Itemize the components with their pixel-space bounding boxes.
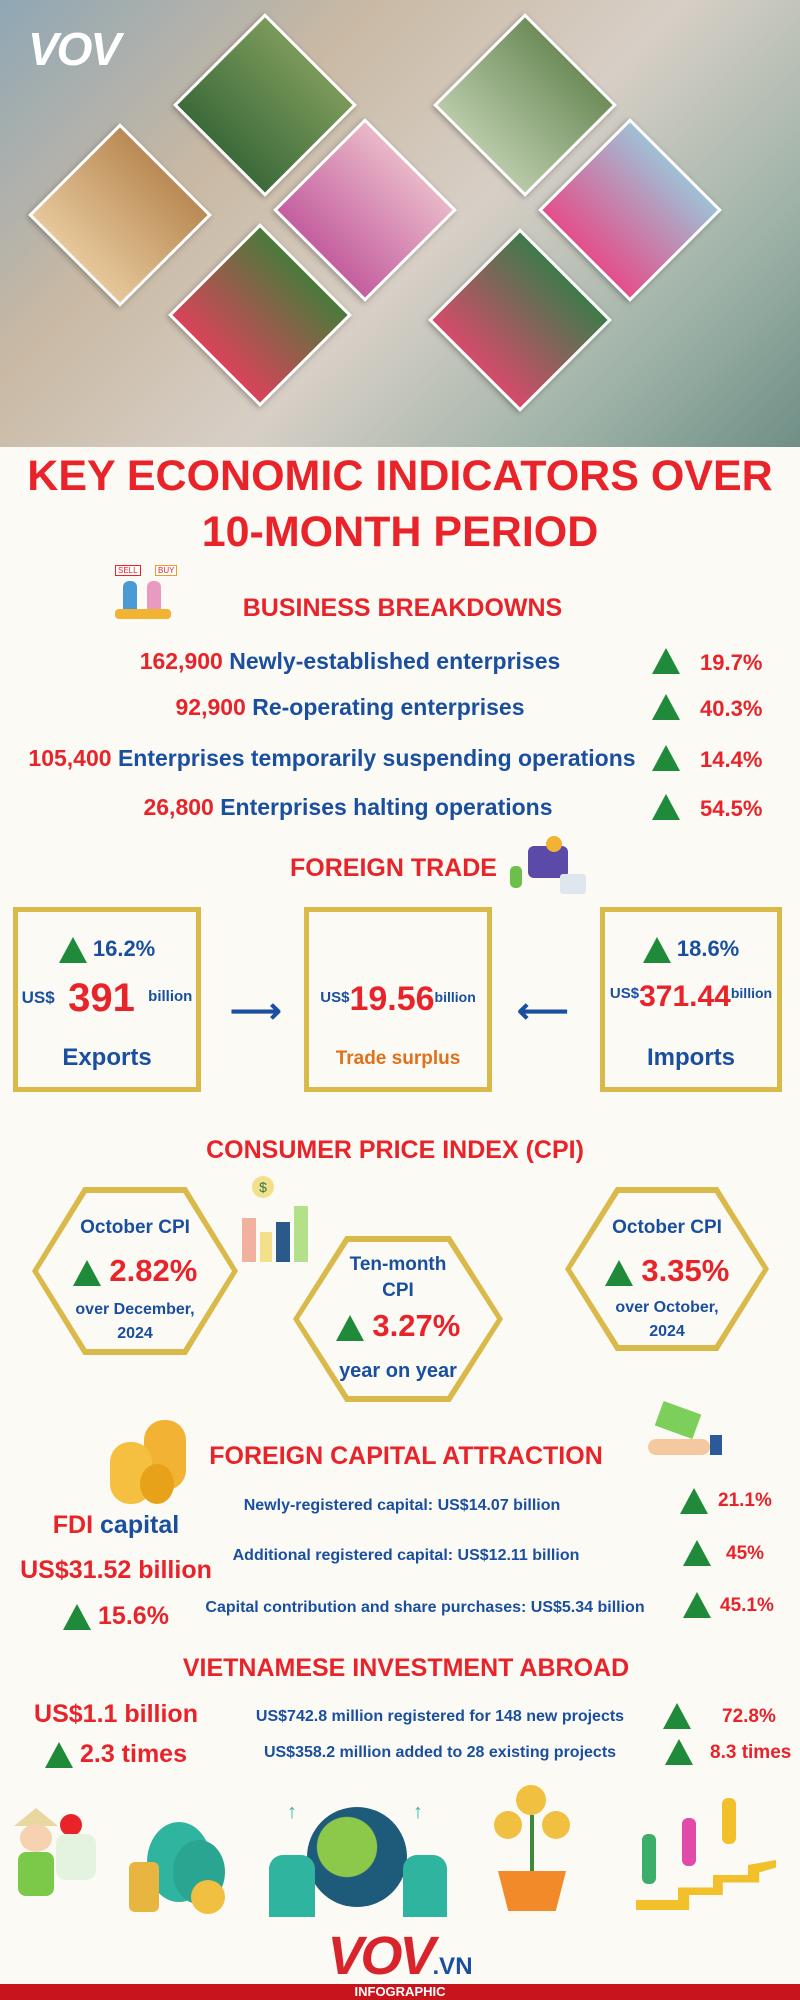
fdi-total-change: 15.6% xyxy=(0,1602,232,1631)
vietnamese-person-illustration xyxy=(10,1800,105,1910)
exports-card: 16.2% US$ 391 billion Exports xyxy=(13,907,201,1092)
change-value: 21.1% xyxy=(718,1490,772,1511)
money-handover-icon xyxy=(628,1395,734,1473)
business-row: 105,400 Enterprises temporarily suspendi… xyxy=(28,745,636,771)
cpi-hexagon-october-yoy: October CPI 3.35% over October, 2024 xyxy=(565,1187,769,1351)
cpi-hexagon-october-dec: October CPI 2.82% over December, 2024 xyxy=(32,1187,238,1355)
business-row: 26,800 Enterprises halting operations xyxy=(143,794,553,820)
change-value: 45.1% xyxy=(720,1595,774,1616)
business-row: 162,900 Newly-established enterprises xyxy=(139,648,561,674)
trade-heading: FOREIGN TRADE xyxy=(290,854,497,882)
price-chart-icon: $ xyxy=(240,1176,310,1264)
fdi-row: Newly-registered capital: US$14.07 billi… xyxy=(243,1497,561,1514)
up-triangle-icon xyxy=(335,1314,364,1341)
abroad-total-change: 2.3 times xyxy=(0,1740,232,1769)
fdi-total: US$31.52 billion xyxy=(20,1556,212,1584)
fdi-label: FDI capital xyxy=(52,1511,180,1539)
cpi-hexagon-ten-month: Ten-month CPI 3.27% year on year xyxy=(293,1236,503,1402)
up-triangle-icon xyxy=(72,1259,101,1286)
money-plant-illustration xyxy=(492,1785,572,1915)
up-triangle-icon xyxy=(45,1742,74,1769)
arrow-right-icon: ⟶ xyxy=(230,990,282,1031)
up-triangle-icon xyxy=(683,1592,711,1618)
header-photo-collage: VOV xyxy=(0,0,800,447)
exports-label: Exports xyxy=(62,1044,152,1071)
abroad-total: US$1.1 billion xyxy=(34,1700,198,1728)
page-title-line2: 10-MONTH PERIOD xyxy=(201,508,599,556)
up-triangle-icon xyxy=(58,937,87,964)
abroad-row: US$358.2 million added to 28 existing pr… xyxy=(263,1744,617,1761)
fdi-row: Additional registered capital: US$12.11 … xyxy=(232,1547,580,1564)
abroad-heading: VIETNAMESE INVESTMENT ABROAD xyxy=(182,1654,630,1682)
photo-woodwork xyxy=(28,123,212,307)
up-triangle-icon xyxy=(663,1703,691,1729)
imports-label: Imports xyxy=(646,1044,735,1071)
change-value: 8.3 times xyxy=(710,1742,792,1763)
business-row: 92,900 Re-operating enterprises xyxy=(175,694,525,720)
change-value: 19.7% xyxy=(700,650,763,675)
climbing-success-illustration xyxy=(630,1790,780,1915)
cpi-heading: CONSUMER PRICE INDEX (CPI) xyxy=(206,1136,584,1164)
up-triangle-icon xyxy=(642,937,671,964)
imports-card: 18.6% US$371.44billion Imports xyxy=(600,907,782,1092)
up-triangle-icon xyxy=(652,794,680,820)
up-triangle-icon xyxy=(680,1488,708,1514)
change-value: 72.8% xyxy=(722,1706,776,1727)
trade-icon xyxy=(510,836,588,900)
sell-buy-icon: SELL BUY xyxy=(115,565,178,621)
trade-surplus-label: Trade surplus xyxy=(335,1048,461,1069)
change-value: 45% xyxy=(726,1543,765,1564)
up-triangle-icon xyxy=(652,694,680,720)
up-triangle-icon xyxy=(652,745,680,771)
footer-vov-logo: VOV.VN xyxy=(327,1926,473,1986)
page-title-line1: KEY ECONOMIC INDICATORS OVER xyxy=(27,452,773,500)
arrow-left-icon: ⟵ xyxy=(517,990,569,1031)
fdi-heading: FOREIGN CAPITAL ATTRACTION xyxy=(209,1442,603,1470)
change-value: 14.4% xyxy=(700,747,763,772)
up-triangle-icon xyxy=(652,648,680,674)
change-value: 40.3% xyxy=(700,696,763,721)
vov-logo: VOV xyxy=(28,23,121,75)
up-triangle-icon xyxy=(63,1604,92,1631)
up-triangle-icon xyxy=(683,1540,711,1566)
gold-coins-icon xyxy=(110,1420,190,1506)
change-value: 54.5% xyxy=(700,796,763,821)
global-people-illustration: ↑ ↑ xyxy=(265,1795,450,1920)
trade-surplus-card: US$19.56billion Trade surplus xyxy=(304,907,492,1092)
up-triangle-icon xyxy=(604,1259,633,1286)
up-triangle-icon xyxy=(665,1739,693,1765)
fdi-row: Capital contribution and share purchases… xyxy=(205,1599,645,1616)
business-heading: BUSINESS BREAKDOWNS xyxy=(242,594,563,622)
footer-infographic-band: INFOGRAPHIC xyxy=(0,1984,800,2000)
abroad-row: US$742.8 million registered for 148 new … xyxy=(255,1708,625,1725)
money-bags-illustration xyxy=(125,1800,235,1915)
